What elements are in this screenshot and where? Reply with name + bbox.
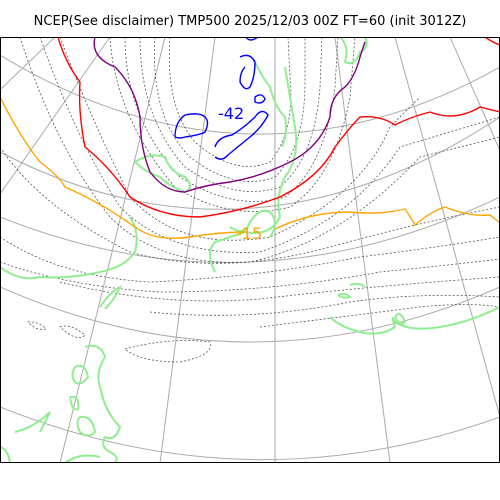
- isotherm-purple: [93, 37, 366, 193]
- isotherm-orange: [0, 96, 500, 239]
- longitude-line: [0, 37, 56, 91]
- longitude-line: [334, 37, 391, 463]
- latitude-line: [0, 286, 500, 343]
- weather-map: -42 -15: [0, 37, 500, 463]
- longitude-line: [394, 37, 500, 418]
- coastlines: [0, 37, 500, 463]
- map-title: NCEP(See disclaimer) TMP500 2025/12/03 0…: [33, 14, 467, 29]
- latitude-line: [0, 406, 500, 461]
- longitude-line: [159, 37, 216, 463]
- latitude-line: [0, 116, 500, 210]
- latitude-line: [0, 54, 500, 135]
- contour-label-minus-15: -15: [236, 224, 263, 243]
- longitude-line: [59, 37, 166, 463]
- graticule: [0, 37, 500, 463]
- longitude-line: [449, 37, 500, 152]
- isotherm-blue: [174, 37, 269, 160]
- longitude-line: [0, 37, 111, 196]
- map-canvas: [0, 37, 500, 463]
- isotherm-red: [57, 37, 500, 218]
- contour-label-minus-42: -42: [218, 104, 245, 123]
